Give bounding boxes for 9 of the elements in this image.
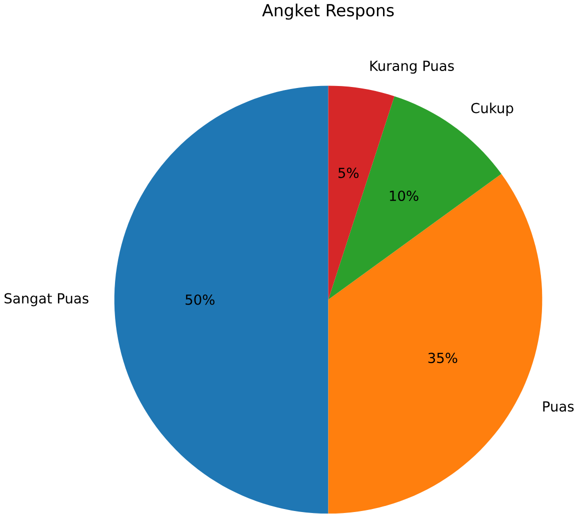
slice-label: Puas <box>543 402 574 412</box>
chart-title: Angket Respons <box>262 4 394 20</box>
data-label: 50% <box>186 294 214 306</box>
slice-label: Kurang Puas <box>370 60 454 74</box>
slice-label: Sangat Puas <box>4 293 88 306</box>
data-label: 5% <box>338 168 359 178</box>
slice-label: Cukup <box>471 102 514 116</box>
data-label: 10% <box>390 190 418 202</box>
data-label: 35% <box>428 352 458 364</box>
